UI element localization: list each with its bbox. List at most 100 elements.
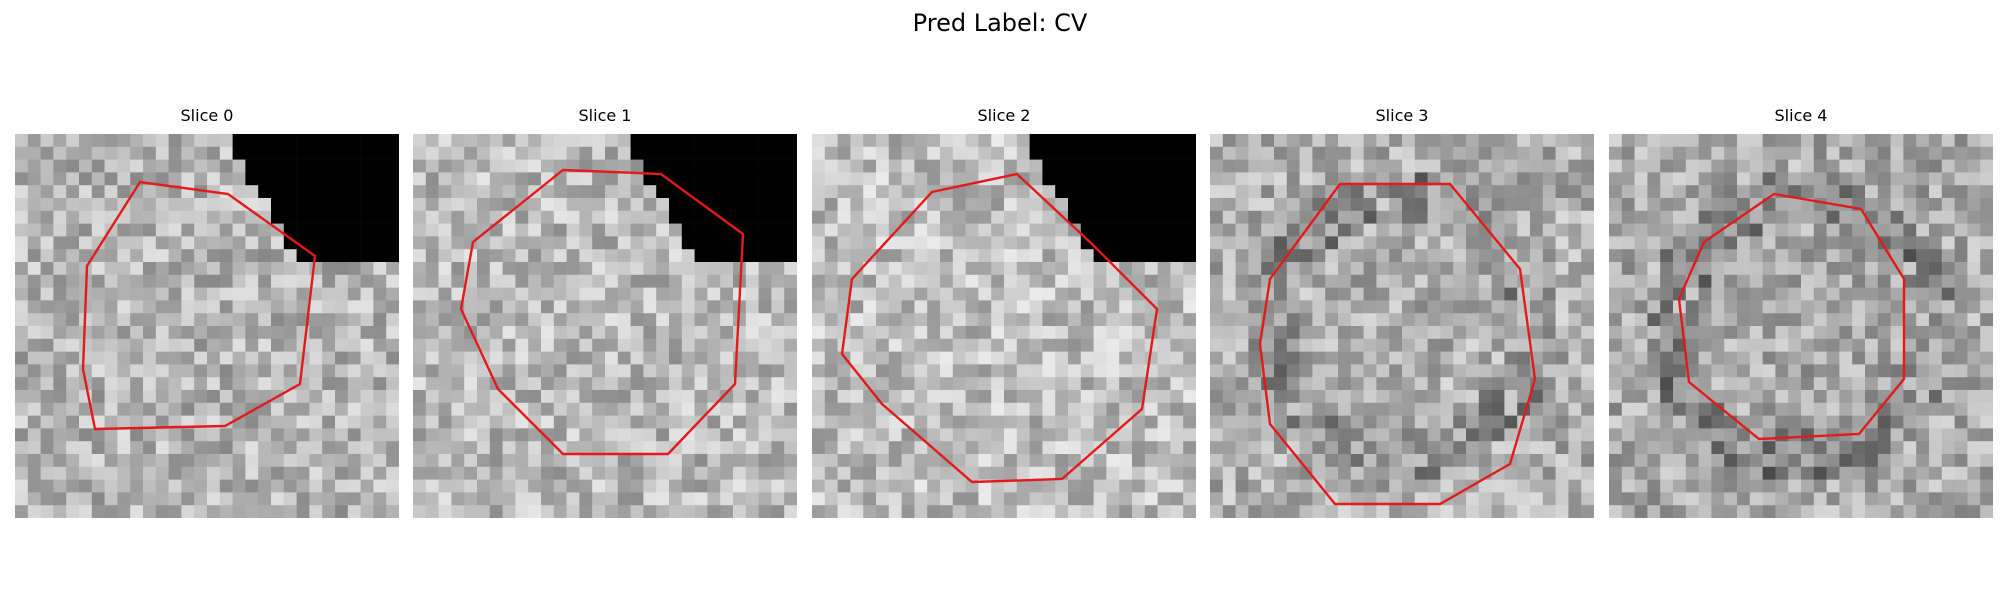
pixel-cell	[1673, 249, 1687, 263]
pixel-cell	[15, 326, 29, 340]
pixel-cell	[1016, 492, 1030, 506]
pixel-cell	[1775, 313, 1789, 327]
pixel-cell	[1762, 210, 1776, 224]
pixel-cell	[1737, 159, 1751, 173]
pixel-cell	[181, 223, 195, 237]
pixel-cell	[850, 146, 864, 160]
pixel-cell	[528, 236, 542, 250]
pixel-cell	[1813, 415, 1827, 429]
pixel-cell	[1929, 172, 1943, 186]
pixel-cell	[515, 441, 529, 455]
pixel-cell	[181, 441, 195, 455]
pixel-cell	[952, 300, 966, 314]
pixel-cell	[1144, 479, 1158, 493]
pixel-cell	[1004, 377, 1018, 391]
pixel-cell	[309, 364, 323, 378]
pixel-cell	[1621, 223, 1635, 237]
pixel-cell	[1453, 223, 1467, 237]
pixel-cell	[1068, 313, 1082, 327]
pixel-cell	[643, 159, 657, 173]
pixel-cell	[1491, 198, 1505, 212]
pixel-cell	[1248, 313, 1262, 327]
pixel-cell	[914, 466, 928, 480]
pixel-cell	[1389, 390, 1403, 404]
pixel-cell	[1788, 466, 1802, 480]
pixel-cell	[1929, 364, 1943, 378]
pixel-cell	[1414, 287, 1428, 301]
pixel-cell	[155, 326, 169, 340]
pixel-cell	[1248, 287, 1262, 301]
pixel-cell	[413, 377, 427, 391]
pixel-cell	[579, 492, 593, 506]
pixel-cell	[1890, 402, 1904, 416]
pixel-cell	[1312, 402, 1326, 416]
pixel-cell	[1724, 428, 1738, 442]
pixel-cell	[745, 377, 759, 391]
pixel-cell	[965, 300, 979, 314]
pixel-cell	[1080, 185, 1094, 199]
pixel-cell	[1029, 198, 1043, 212]
pixel-cell	[322, 185, 336, 199]
pixel-cell	[283, 428, 297, 442]
pixel-cell	[1634, 377, 1648, 391]
pixel-cell	[1132, 274, 1146, 288]
pixel-cell	[605, 198, 619, 212]
pixel-cell	[79, 172, 93, 186]
pixel-cell	[656, 377, 670, 391]
pixel-cell	[1517, 351, 1531, 365]
pixel-cell	[1093, 364, 1107, 378]
pixel-cell	[1170, 377, 1184, 391]
pixel-cell	[1248, 338, 1262, 352]
pixel-cell	[1299, 185, 1313, 199]
pixel-cell	[1660, 223, 1674, 237]
pixel-cell	[965, 377, 979, 391]
pixel-cell	[1004, 146, 1018, 160]
pixel-cell	[553, 326, 567, 340]
pixel-cell	[1274, 287, 1288, 301]
pixel-cell	[1568, 390, 1582, 404]
pixel-cell	[104, 300, 118, 314]
pixel-cell	[1762, 364, 1776, 378]
pixel-cell	[1144, 159, 1158, 173]
pixel-cell	[207, 492, 221, 506]
pixel-cell	[1504, 159, 1518, 173]
pixel-cell	[1504, 172, 1518, 186]
pixel-cell	[1813, 274, 1827, 288]
pixel-cell	[1376, 287, 1390, 301]
pixel-cell	[168, 236, 182, 250]
pixel-cell	[707, 377, 721, 391]
pixel-cell	[245, 134, 259, 148]
pixel-cell	[1504, 390, 1518, 404]
pixel-cell	[940, 198, 954, 212]
pixel-cell	[1157, 185, 1171, 199]
pixel-cell	[464, 441, 478, 455]
pixel-cell	[464, 172, 478, 186]
pixel-cell	[1609, 262, 1623, 276]
pixel-cell	[592, 236, 606, 250]
pixel-cell	[1916, 210, 1930, 224]
pixel-cell	[40, 492, 54, 506]
pixel-cell	[914, 287, 928, 301]
pixel-cell	[1157, 287, 1171, 301]
pixel-cell	[1929, 313, 1943, 327]
pixel-cell	[1660, 492, 1674, 506]
pixel-cell	[965, 185, 979, 199]
pixel-cell	[1440, 146, 1454, 160]
pixel-cell	[1440, 505, 1454, 518]
pixel-cell	[245, 300, 259, 314]
pixel-cell	[824, 274, 838, 288]
pixel-cell	[1068, 274, 1082, 288]
pixel-cell	[181, 338, 195, 352]
pixel-cell	[824, 198, 838, 212]
pixel-cell	[745, 159, 759, 173]
pixel-cell	[130, 364, 144, 378]
pixel-cell	[347, 198, 361, 212]
pixel-cell	[1762, 479, 1776, 493]
pixel-cell	[66, 492, 80, 506]
pixel-cell	[296, 223, 310, 237]
pixel-cell	[322, 492, 336, 506]
pixel-cell	[605, 377, 619, 391]
pixel-cell	[1440, 402, 1454, 416]
pixel-cell	[15, 198, 29, 212]
pixel-cell	[1414, 415, 1428, 429]
